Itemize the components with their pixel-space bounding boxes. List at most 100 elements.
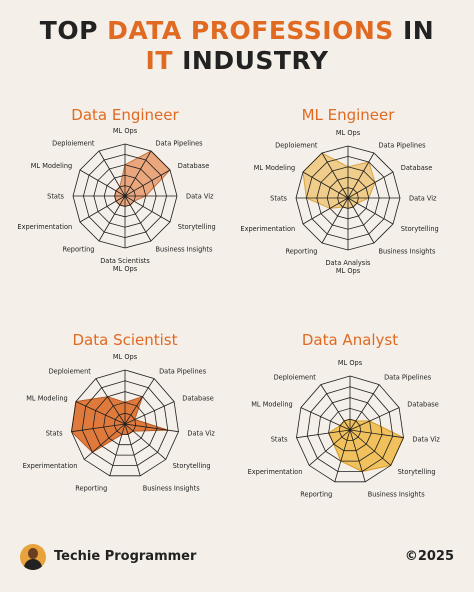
axis-label: ML Modeling [31,162,72,170]
grid-spoke [124,195,171,223]
axis-label: ML Ops [336,129,361,137]
axis-label: Database [407,400,438,408]
axis-label: Experimentation [17,223,72,231]
grid-spoke [300,407,351,431]
grid-spoke [98,150,126,197]
grid-spoke [347,197,375,244]
page-title-line2: IT INDUSTRY [0,46,474,75]
radar-chart-3: Data Scientist ML Ops Data Pipelines Databa… [23,331,216,492]
grid-ring [92,391,158,456]
grid-ring [71,369,179,477]
axis-label: ML Ops [113,353,138,361]
grid-spoke [109,423,126,476]
axis-label: Database [401,164,432,172]
axis-label: Database [178,162,209,170]
grid-spoke [347,171,394,199]
axis-label: Reporting [75,484,107,492]
radar-chart-4: Data Analyst ML Ops Data Pipelines Database… [248,331,441,498]
axis-label: Business Insights [379,247,437,255]
title-accent: DATA PROFESSIONS [107,16,394,45]
axis-label: Business Insights [156,245,214,253]
axis-label: Data Viz [409,195,437,203]
axis-label: Business Insights [143,484,201,492]
grid-spoke [124,401,175,425]
axis-label: ML Ops [113,127,138,135]
grid-ring [81,380,169,466]
axis-label: Experimentation [240,225,295,233]
avatar-head [28,548,38,559]
grid-spoke [124,423,167,460]
grid-spoke [124,195,152,242]
grid-spoke [83,423,126,460]
grid-spoke [349,384,380,431]
grid-spoke [308,429,351,466]
grid-spoke [124,423,179,433]
axis-label: Stats [47,193,64,201]
grid-spoke [320,384,351,431]
grid-spoke [349,429,404,439]
grid-spoke [349,429,392,466]
grid-spoke [75,401,126,425]
grid-spoke [79,169,126,197]
radar-charts: Data Engineer ML Ops Data Pipelines Databas… [17,106,441,498]
axis-label: Data Pipelines [379,142,427,150]
footer: Techie Programmer ©2025 [0,544,474,572]
axis-label: Data Scientists ML Ops [100,257,150,273]
avatar [20,544,46,570]
grid-ring [306,386,394,472]
grid-ring [113,412,137,435]
axis-label: Data Viz [187,430,215,438]
axis-label: Stats [46,430,63,438]
grid-spoke [347,197,394,225]
axis-label: Deploiement [274,374,317,382]
grid-spoke [321,152,349,199]
grid-spoke [347,152,375,199]
axis-label: Database [182,394,213,402]
grid-spoke [349,429,366,482]
grid-spoke [124,169,171,197]
grid-spoke [302,197,349,225]
axis-label: ML Modeling [251,400,292,408]
grid-ring [296,375,404,483]
radar-chart-1: Data Engineer ML Ops Data Pipelines Databas… [17,106,215,273]
title-prefix: TOP [39,16,108,45]
axis-label: Data Viz [412,436,440,444]
title-accent-2: IT [145,46,173,75]
axis-label: ML Modeling [26,394,67,402]
grid-spoke [124,378,155,425]
axis-label: Data Pipelines [159,368,207,376]
grid-spoke [334,429,351,482]
axis-label: Reporting [285,247,317,255]
grid-spoke [349,407,400,431]
axis-label: Experimentation [23,462,78,470]
grid-ring [338,418,362,441]
title-suffix: IN [393,16,435,45]
copyright-year: ©2025 [404,549,454,564]
chart-title: Data Engineer [71,106,179,124]
grid-spoke [98,195,126,242]
axis-label: ML Ops [338,359,363,367]
chart-title: Data Scientist [73,331,178,349]
axis-label: Reporting [62,245,94,253]
page-title-line1: TOP DATA PROFESSIONS IN [0,16,474,45]
axis-label: Experimentation [248,468,303,476]
axis-label: Deploiement [275,142,318,150]
grid-spoke [79,195,126,223]
axis-label: Data Pipelines [384,374,432,382]
grid-spoke [124,423,141,476]
brand-name: Techie Programmer [54,549,197,564]
axis-label: Reporting [300,490,332,498]
grid-spoke [71,423,126,433]
axis-label: Storytelling [178,223,216,231]
grid-ring [317,397,383,462]
axis-label: Data Analysis ML Ops [325,259,371,275]
avatar-body [24,559,42,570]
grid-spoke [296,429,351,439]
chart-title: ML Engineer [302,106,396,124]
axis-label: ML Modeling [254,164,295,172]
grid-spoke [321,197,349,244]
grid-ring [328,407,372,452]
grid-spoke [95,378,126,425]
grid-spoke [124,150,152,197]
axis-label: Data Pipelines [156,140,204,148]
